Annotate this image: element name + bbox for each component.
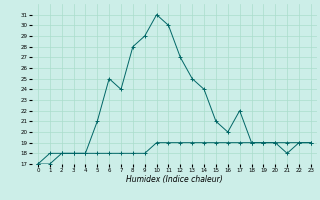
X-axis label: Humidex (Indice chaleur): Humidex (Indice chaleur) bbox=[126, 175, 223, 184]
